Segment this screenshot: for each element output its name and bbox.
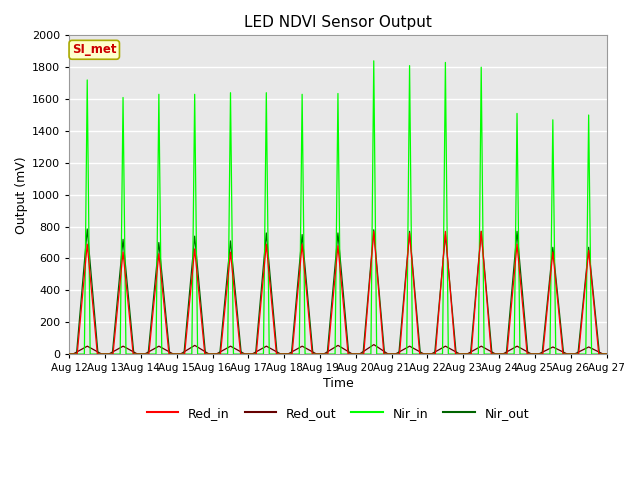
Nir_out <box>100 351 108 357</box>
Title: LED NDVI Sensor Output: LED NDVI Sensor Output <box>244 15 432 30</box>
Nir_in <box>100 351 108 357</box>
Nir_in <box>79 351 86 357</box>
Nir_in <box>65 351 73 357</box>
Nir_in <box>503 351 511 357</box>
Nir_out <box>603 351 611 357</box>
Red_in <box>79 290 86 296</box>
Nir_in <box>300 254 308 260</box>
Red_out <box>603 351 611 357</box>
Line: Nir_out: Nir_out <box>69 229 607 354</box>
Red_in <box>100 351 108 357</box>
Nir_in <box>184 351 192 357</box>
Line: Red_in: Red_in <box>69 231 607 354</box>
Red_in <box>300 261 308 267</box>
Nir_out <box>251 351 259 357</box>
Text: SI_met: SI_met <box>72 43 116 56</box>
Red_in <box>603 351 611 357</box>
Red_in <box>184 313 192 319</box>
Line: Red_out: Red_out <box>69 345 607 354</box>
Red_out <box>300 344 308 350</box>
Nir_in <box>603 351 611 357</box>
Line: Nir_in: Nir_in <box>69 61 607 354</box>
Nir_in <box>250 351 258 357</box>
Red_in <box>370 228 378 234</box>
Red_in <box>503 351 511 357</box>
Red_out <box>100 351 108 357</box>
Nir_out <box>79 278 86 284</box>
Nir_out <box>83 226 91 232</box>
Nir_in <box>370 58 378 64</box>
Nir_out <box>65 351 73 357</box>
X-axis label: Time: Time <box>323 377 353 390</box>
Nir_out <box>300 252 308 258</box>
Red_out <box>79 346 86 351</box>
Red_out <box>65 351 73 357</box>
Red_in <box>250 351 258 357</box>
Red_in <box>65 351 73 357</box>
Nir_out <box>503 348 511 354</box>
Legend: Red_in, Red_out, Nir_in, Nir_out: Red_in, Red_out, Nir_in, Nir_out <box>141 402 534 425</box>
Red_out <box>250 350 258 356</box>
Y-axis label: Output (mV): Output (mV) <box>15 156 28 234</box>
Red_out <box>370 342 378 348</box>
Red_out <box>503 349 511 355</box>
Nir_out <box>184 302 192 308</box>
Red_out <box>184 347 192 352</box>
